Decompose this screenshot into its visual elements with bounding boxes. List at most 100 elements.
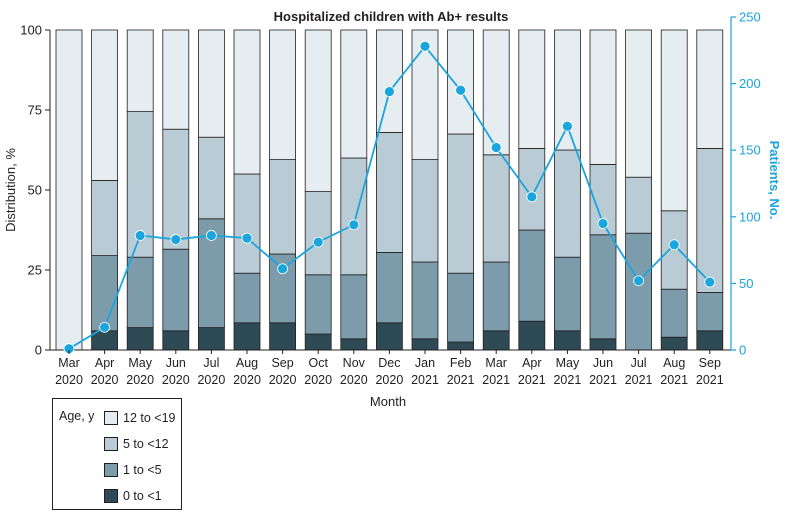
bar-segment (660, 29, 688, 212)
x-tick-label-year: 2021 (660, 373, 688, 387)
patients-point (383, 86, 395, 97)
x-tick-label-year: 2020 (340, 373, 368, 387)
x-tick-label-year: 2021 (482, 373, 510, 387)
patients-point (348, 219, 360, 231)
patients-point (241, 232, 253, 244)
x-tick-label-month: Dec (378, 356, 400, 370)
bar-segment (126, 256, 154, 329)
x-tick-label-month: Jul (203, 356, 219, 370)
bar-segment (518, 29, 546, 149)
bar-segment (482, 29, 510, 156)
x-tick-label-month: May (128, 356, 152, 370)
x-tick-label-year: 2020 (126, 373, 154, 387)
bar-segment (162, 29, 190, 130)
x-tick-label-month: Sep (271, 356, 293, 370)
bar-segment (482, 261, 510, 332)
bar-segment (162, 248, 190, 332)
bar-segment (340, 157, 368, 276)
y-axis-label: Distribution, % (3, 148, 18, 232)
bar-segment (162, 128, 190, 250)
bar-segment (375, 322, 403, 351)
patients-point (597, 218, 609, 229)
bar-segment (126, 29, 154, 112)
x-tick-label-month: Feb (450, 356, 472, 370)
bar-segment (625, 29, 652, 178)
bar-segment (554, 149, 581, 258)
bar-segment (304, 333, 332, 351)
bar-segment (55, 29, 83, 351)
x-tick-label-month: Jan (415, 356, 435, 370)
legend-label: 1 to <5 (123, 463, 162, 477)
y-tick-label: 75 (28, 103, 42, 118)
x-tick-label-month: Jul (631, 356, 647, 370)
legend-label: 5 to <12 (123, 437, 169, 451)
patients-point (277, 263, 289, 275)
patients-point (419, 40, 431, 52)
bar-segment (447, 29, 475, 135)
x-tick-label-year: 2020 (304, 373, 332, 387)
x-tick-label-year: 2020 (197, 373, 225, 387)
x-tick-label-month: Jun (166, 356, 186, 370)
patients-point (490, 142, 502, 153)
bar-segment (411, 261, 439, 340)
bar-segment (696, 29, 724, 149)
bar-segment (589, 29, 617, 165)
patients-point (170, 234, 182, 245)
x-tick-label-month: May (556, 356, 580, 370)
legend-swatch (104, 411, 118, 425)
bar-segment (375, 251, 403, 324)
y2-tick-label: 200 (739, 76, 761, 91)
patients-point (99, 321, 110, 333)
x-tick-label-month: Jun (593, 356, 613, 370)
bar-segment (340, 338, 368, 351)
y2-tick-label: 250 (739, 10, 761, 25)
bar-segment (625, 176, 652, 234)
bar-segment (554, 256, 581, 332)
x-tick-label-month: Oct (308, 356, 328, 370)
x-tick-label-year: 2021 (518, 373, 546, 387)
x-tick-label-month: Mar (485, 356, 507, 370)
x-tick-label-year: 2021 (625, 373, 653, 387)
bar-segment (589, 338, 617, 351)
bar-segment (91, 179, 118, 256)
x-tick-label-year: 2020 (91, 373, 119, 387)
patients-point (455, 84, 467, 96)
x-tick-label-month: Apr (522, 356, 541, 370)
legend-swatch (104, 489, 118, 503)
bar-segment (197, 136, 225, 220)
bar-segment (233, 173, 261, 274)
legend-swatch (104, 437, 118, 451)
patients-point (205, 230, 217, 241)
y-tick-label: 50 (28, 183, 42, 198)
bar-segment (269, 159, 297, 255)
y-tick-label: 25 (28, 263, 42, 278)
legend-item: 1 to <5 (104, 462, 162, 478)
bar-segment (447, 341, 475, 351)
bar-segment (197, 29, 225, 138)
bar-segment (375, 131, 403, 253)
bar-segment (233, 29, 261, 175)
legend-title: Age, y (59, 409, 95, 423)
bar-segment (696, 330, 724, 351)
patients-point (562, 120, 573, 132)
patients-point (526, 191, 538, 203)
bar-segment (304, 29, 332, 193)
x-tick-label-year: 2020 (233, 373, 261, 387)
bar-segment (411, 338, 439, 351)
bar-segment (589, 234, 617, 340)
legend-swatch (104, 463, 118, 477)
bar-segment (233, 272, 261, 324)
bar-segment (660, 336, 688, 351)
bar-segment (696, 291, 724, 332)
x-tick-label-month: Sep (699, 356, 721, 370)
x-tick-label-year: 2021 (447, 373, 475, 387)
y2-tick-label: 50 (739, 276, 753, 291)
x-tick-label-month: Nov (343, 356, 366, 370)
x-tick-label-month: Aug (663, 356, 685, 370)
x-tick-label-month: Apr (95, 356, 114, 370)
bar-segment (162, 330, 190, 351)
y-tick-label: 100 (20, 23, 42, 38)
legend-item: 12 to <19 (104, 410, 175, 426)
bar-segment (269, 322, 297, 351)
chart-title: Hospitalized children with Ab+ results (274, 9, 509, 24)
